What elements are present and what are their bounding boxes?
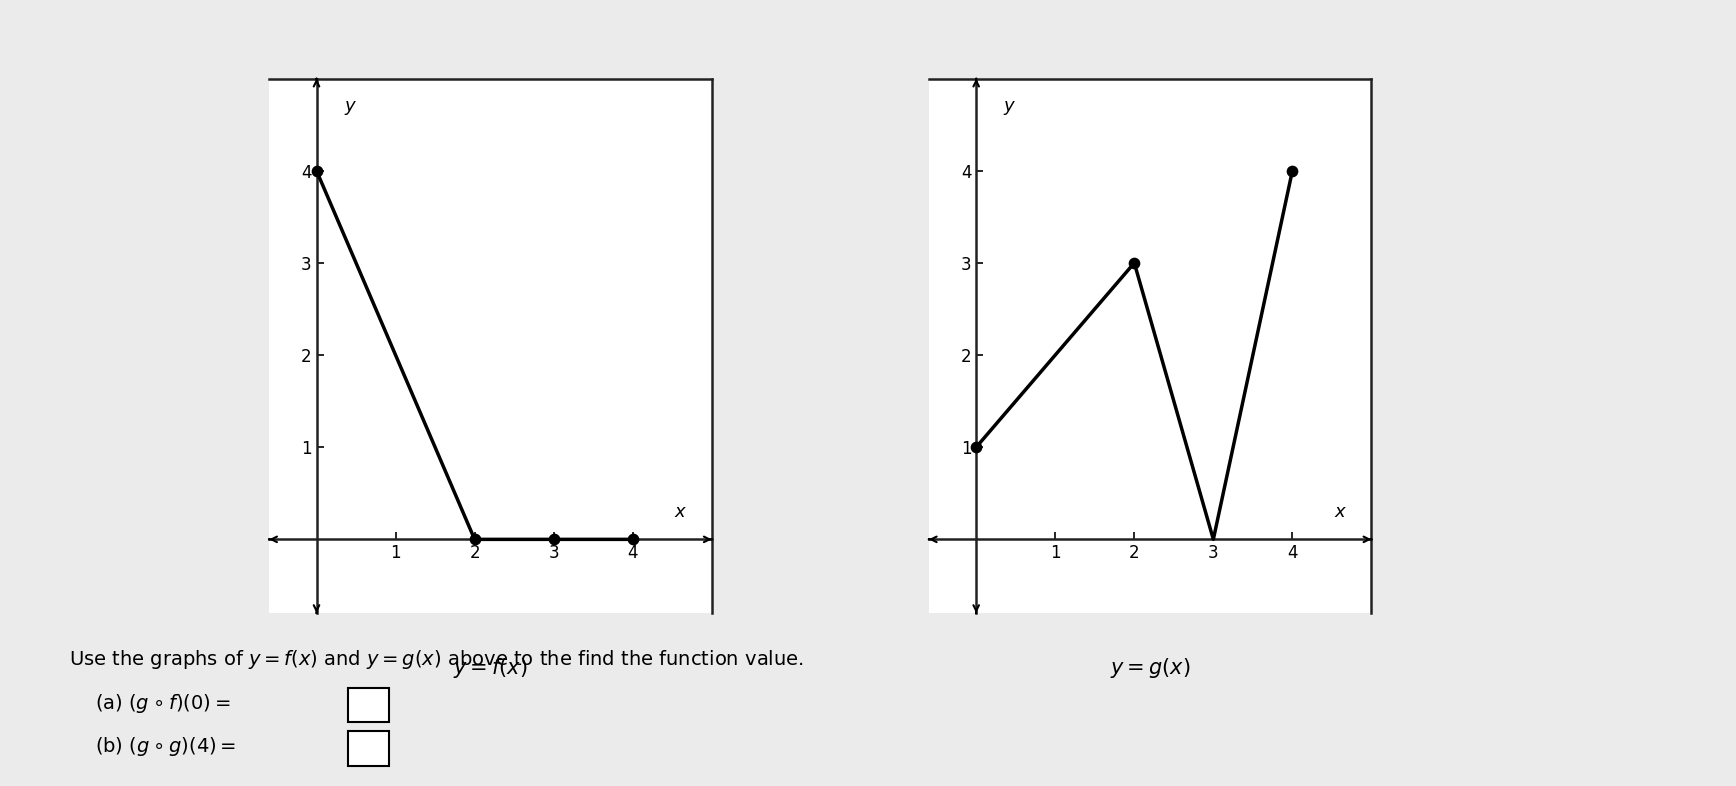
Text: $y = g(x)$: $y = g(x)$	[1109, 656, 1191, 680]
Text: y: y	[1003, 97, 1014, 115]
Point	[1120, 256, 1147, 269]
Text: Use the graphs of $y = f(x)$ and $y = g(x)$ above to the find the function value: Use the graphs of $y = f(x)$ and $y = g(…	[69, 648, 804, 671]
Text: x: x	[675, 503, 686, 521]
Point	[1278, 164, 1305, 177]
Text: (b) $(g \circ g)(4) =$: (b) $(g \circ g)(4) =$	[95, 735, 236, 758]
Text: $y = f(x)$: $y = f(x)$	[453, 656, 528, 680]
Text: (a) $(g \circ f)(0) =$: (a) $(g \circ f)(0) =$	[95, 692, 231, 714]
Text: y: y	[344, 97, 354, 115]
Point	[618, 533, 646, 545]
Point	[302, 164, 330, 177]
Point	[962, 441, 990, 454]
Text: x: x	[1335, 503, 1345, 521]
Point	[460, 533, 488, 545]
Point	[540, 533, 568, 545]
